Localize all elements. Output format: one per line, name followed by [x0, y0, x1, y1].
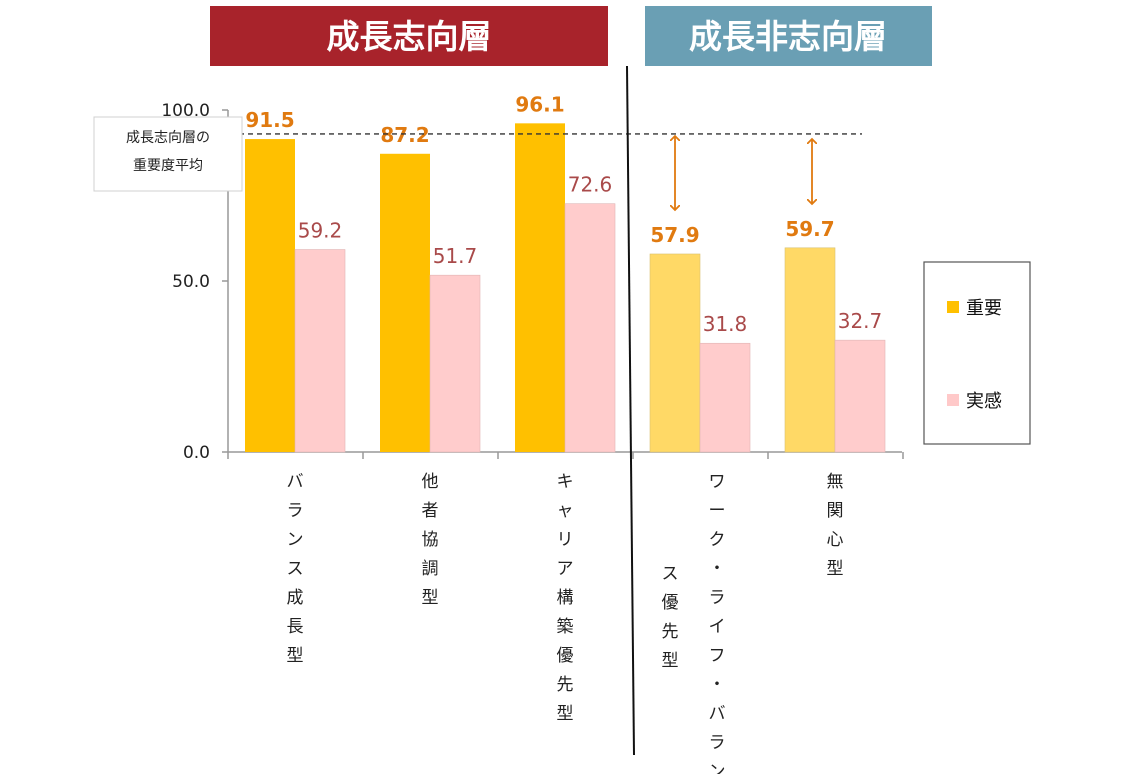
category-label-3-char: ク [709, 530, 726, 550]
category-label-3-char: バ [709, 704, 726, 724]
category-label-3-char: ス [662, 564, 679, 584]
category-label-1-char: 協 [422, 530, 439, 550]
legend-important-label: 重要 [966, 298, 1002, 319]
average-label-bg [93, 116, 243, 192]
bar-important-4 [784, 247, 836, 453]
data-label-actual-2: 72.6 [568, 173, 613, 197]
banner-growth-bg [210, 6, 608, 66]
gap-arrows [675, 136, 812, 210]
axis-ticks [222, 109, 904, 459]
category-label-3-char: ・ [709, 559, 726, 579]
category-label-4-char: 型 [827, 559, 844, 579]
category-label-2-char: リ [557, 530, 574, 550]
category-label-2-char: 築 [557, 617, 574, 637]
data-label-important-2: 96.1 [515, 92, 564, 116]
banner-growth: 成長志向層 [210, 6, 608, 66]
category-label-0-char: バ [287, 472, 304, 492]
banner-non-growth: 成長非志向層 [645, 6, 932, 66]
category-label-4-char: 心 [827, 530, 844, 550]
group-divider [626, 65, 635, 756]
category-label-3-char: フ [709, 646, 726, 666]
data-label-actual-4: 32.7 [838, 309, 883, 333]
legend-important-swatch [947, 301, 959, 313]
data-label-important-1: 87.2 [380, 123, 429, 147]
category-label-0-char: 長 [287, 617, 304, 637]
bar-actual-3 [699, 342, 751, 453]
y-tick-label-0: 0.0 [183, 443, 210, 463]
category-label-0-char: ン [287, 530, 304, 550]
category-label-3-char: 型 [662, 651, 679, 671]
data-label-actual-3: 31.8 [703, 312, 748, 336]
banner-non-growth-bg [645, 6, 932, 66]
bar-important-0 [245, 139, 295, 452]
bar-important-2 [515, 123, 565, 452]
data-label-actual-1: 51.7 [433, 244, 478, 268]
y-tick-label-50: 50.0 [172, 272, 210, 292]
category-label-2-char: 型 [557, 704, 574, 724]
data-label-actual-0: 59.2 [298, 219, 343, 243]
category-label-1-char: 他 [422, 472, 439, 492]
legend: 重要 実感 [923, 261, 1031, 445]
bars [245, 123, 886, 453]
legend-box [923, 261, 1031, 445]
category-label-3-char: ン [709, 762, 726, 774]
category-label-3-char: ワ [709, 472, 726, 492]
data-label-important-0: 91.5 [245, 108, 294, 132]
category-label-1-char: 者 [422, 501, 439, 521]
category-label-1-char: 調 [422, 559, 439, 579]
data-label-important-4: 59.7 [785, 217, 834, 241]
y-tick-label-100: 100.0 [161, 101, 210, 121]
bar-labels: 91.5 59.2 87.2 51.7 96.1 72.6 57.9 31.8 59.7 32.7 [245, 92, 882, 336]
category-label-0-char: 成 [287, 588, 304, 608]
category-label-3-char: ラ [709, 733, 726, 753]
category-label-1-char: 型 [422, 588, 439, 608]
category-label-4-char: 無 [827, 472, 844, 492]
legend-actual-swatch [947, 394, 959, 406]
data-label-important-3: 57.9 [650, 223, 699, 247]
category-label-3-char: 先 [662, 622, 679, 642]
category-label-2-char: キ [557, 472, 574, 492]
bar-important-3 [649, 253, 701, 453]
average-label-line1: 成長志向層の [126, 130, 210, 146]
category-label-4-char: 関 [827, 501, 844, 521]
category-label-3-char: ラ [709, 588, 726, 608]
category-label-3-char: 優 [662, 593, 679, 613]
category-label-2-char: 先 [557, 675, 574, 695]
category-label-2-char: ャ [557, 501, 574, 521]
category-label-0-char: 型 [287, 646, 304, 666]
bar-actual-0 [294, 249, 346, 453]
category-label-2-char: 構 [557, 588, 574, 608]
bar-actual-1 [429, 274, 481, 453]
bar-important-1 [380, 153, 430, 452]
average-label-line2: 重要度平均 [133, 158, 203, 174]
average-label-box: 成長志向層の 重要度平均 [93, 116, 243, 192]
category-label-2-char: ア [557, 559, 574, 579]
legend-actual-label: 実感 [966, 391, 1002, 412]
banner-non-growth-label: 成長非志向層 [689, 17, 887, 56]
category-label-0-char: ラ [287, 501, 304, 521]
category-label-3-char: イ [709, 617, 726, 637]
bar-actual-4 [834, 339, 886, 453]
category-label-3-char: ー [709, 501, 726, 521]
banner-growth-label: 成長志向層 [327, 17, 492, 56]
bar-actual-2 [564, 203, 616, 453]
category-label-3-char: ・ [709, 675, 726, 695]
category-label-0-char: ス [287, 559, 304, 579]
category-label-2-char: 優 [557, 646, 574, 666]
